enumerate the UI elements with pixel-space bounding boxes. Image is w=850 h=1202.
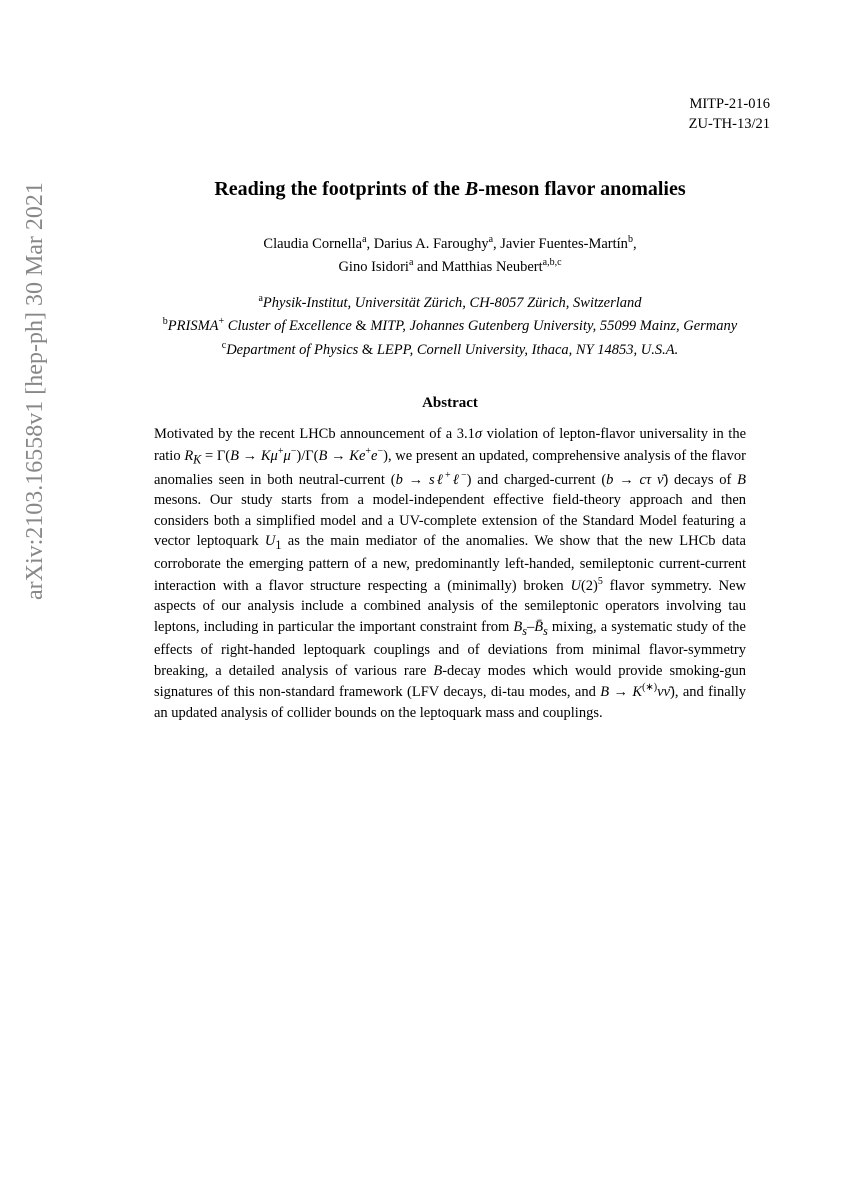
aff-b-t1: Cluster of Excellence (224, 318, 355, 334)
abs-u2a: (2) (581, 578, 598, 594)
abs-Bs2: B̄ (534, 619, 543, 635)
abs-l2: ℓ (451, 472, 461, 488)
aff-c-t2: LEPP, Cornell University, Ithaca, NY 148… (373, 342, 678, 358)
abs-t: )/Γ( (296, 448, 318, 464)
abs-t: ) and charged-current ( (467, 472, 607, 488)
sep: , (367, 236, 374, 252)
abs-Bs1: B (513, 619, 522, 635)
abstract-text: Motivated by the recent LHCb announcemen… (130, 424, 770, 723)
report-numbers: MITP-21-016 ZU-TH-13/21 (130, 95, 770, 134)
abs-u2: U (570, 578, 580, 594)
abs-t: = Γ( (201, 448, 230, 464)
author-5-aff: a,b,c (543, 257, 562, 268)
abs-mu2: μ (283, 448, 290, 464)
title-pre: Reading the footprints of the (214, 178, 465, 200)
abs-B2: B (433, 663, 442, 679)
sep-comma: , (633, 236, 637, 252)
abs-t: Motivated by the recent LHCb announcemen… (154, 426, 475, 442)
aff-b-pre: PRISMA (168, 318, 219, 334)
title-italic: B (465, 178, 478, 200)
abs-sigma: σ (475, 426, 482, 442)
author-2: Darius A. Faroughy (374, 236, 489, 252)
abstract-heading: Abstract (130, 395, 770, 412)
aff-b-amp: & (355, 318, 366, 334)
abs-kstar: (∗) (642, 682, 657, 693)
abs-vv: νν̄ (657, 684, 670, 700)
abs-cc: b → cτ ν̄ (606, 472, 663, 488)
abs-U: U (265, 533, 275, 549)
aff-b-t2: MITP, Johannes Gutenberg University, 550… (367, 318, 738, 334)
author-1: Claudia Cornella (263, 236, 362, 252)
paper-title: Reading the footprints of the B-meson fl… (130, 176, 770, 202)
author-3: Javier Fuentes-Martín (500, 236, 628, 252)
aff-a: Physik-Institut, Universität Zürich, CH-… (263, 295, 642, 311)
report-id-2: ZU-TH-13/21 (689, 116, 770, 132)
and: and (413, 259, 441, 275)
abs-bkee: B → Ke (318, 448, 365, 464)
page-content: MITP-21-016 ZU-TH-13/21 Reading the foot… (130, 95, 770, 723)
abs-rk: R (184, 448, 193, 464)
aff-c-amp: & (362, 342, 373, 358)
affiliation-list: aPhysik-Institut, Universität Zürich, CH… (130, 291, 770, 362)
report-id-1: MITP-21-016 (689, 96, 770, 112)
abs-t: ) decays of (663, 472, 737, 488)
abs-bkmm: B → Kμ (230, 448, 278, 464)
author-list: Claudia Cornellaa, Darius A. Faroughya, … (130, 232, 770, 279)
abs-B: B (737, 472, 746, 488)
author-4: Gino Isidori (338, 259, 408, 275)
arxiv-identifier: arXiv:2103.16558v1 [hep-ph] 30 Mar 2021 (22, 182, 49, 600)
title-post: -meson flavor anomalies (478, 178, 685, 200)
author-5: Matthias Neubert (442, 259, 543, 275)
abs-nc: b → sℓ (396, 472, 445, 488)
aff-c-t1: Department of Physics (226, 342, 362, 358)
abs-bkvv: B → K (600, 684, 642, 700)
